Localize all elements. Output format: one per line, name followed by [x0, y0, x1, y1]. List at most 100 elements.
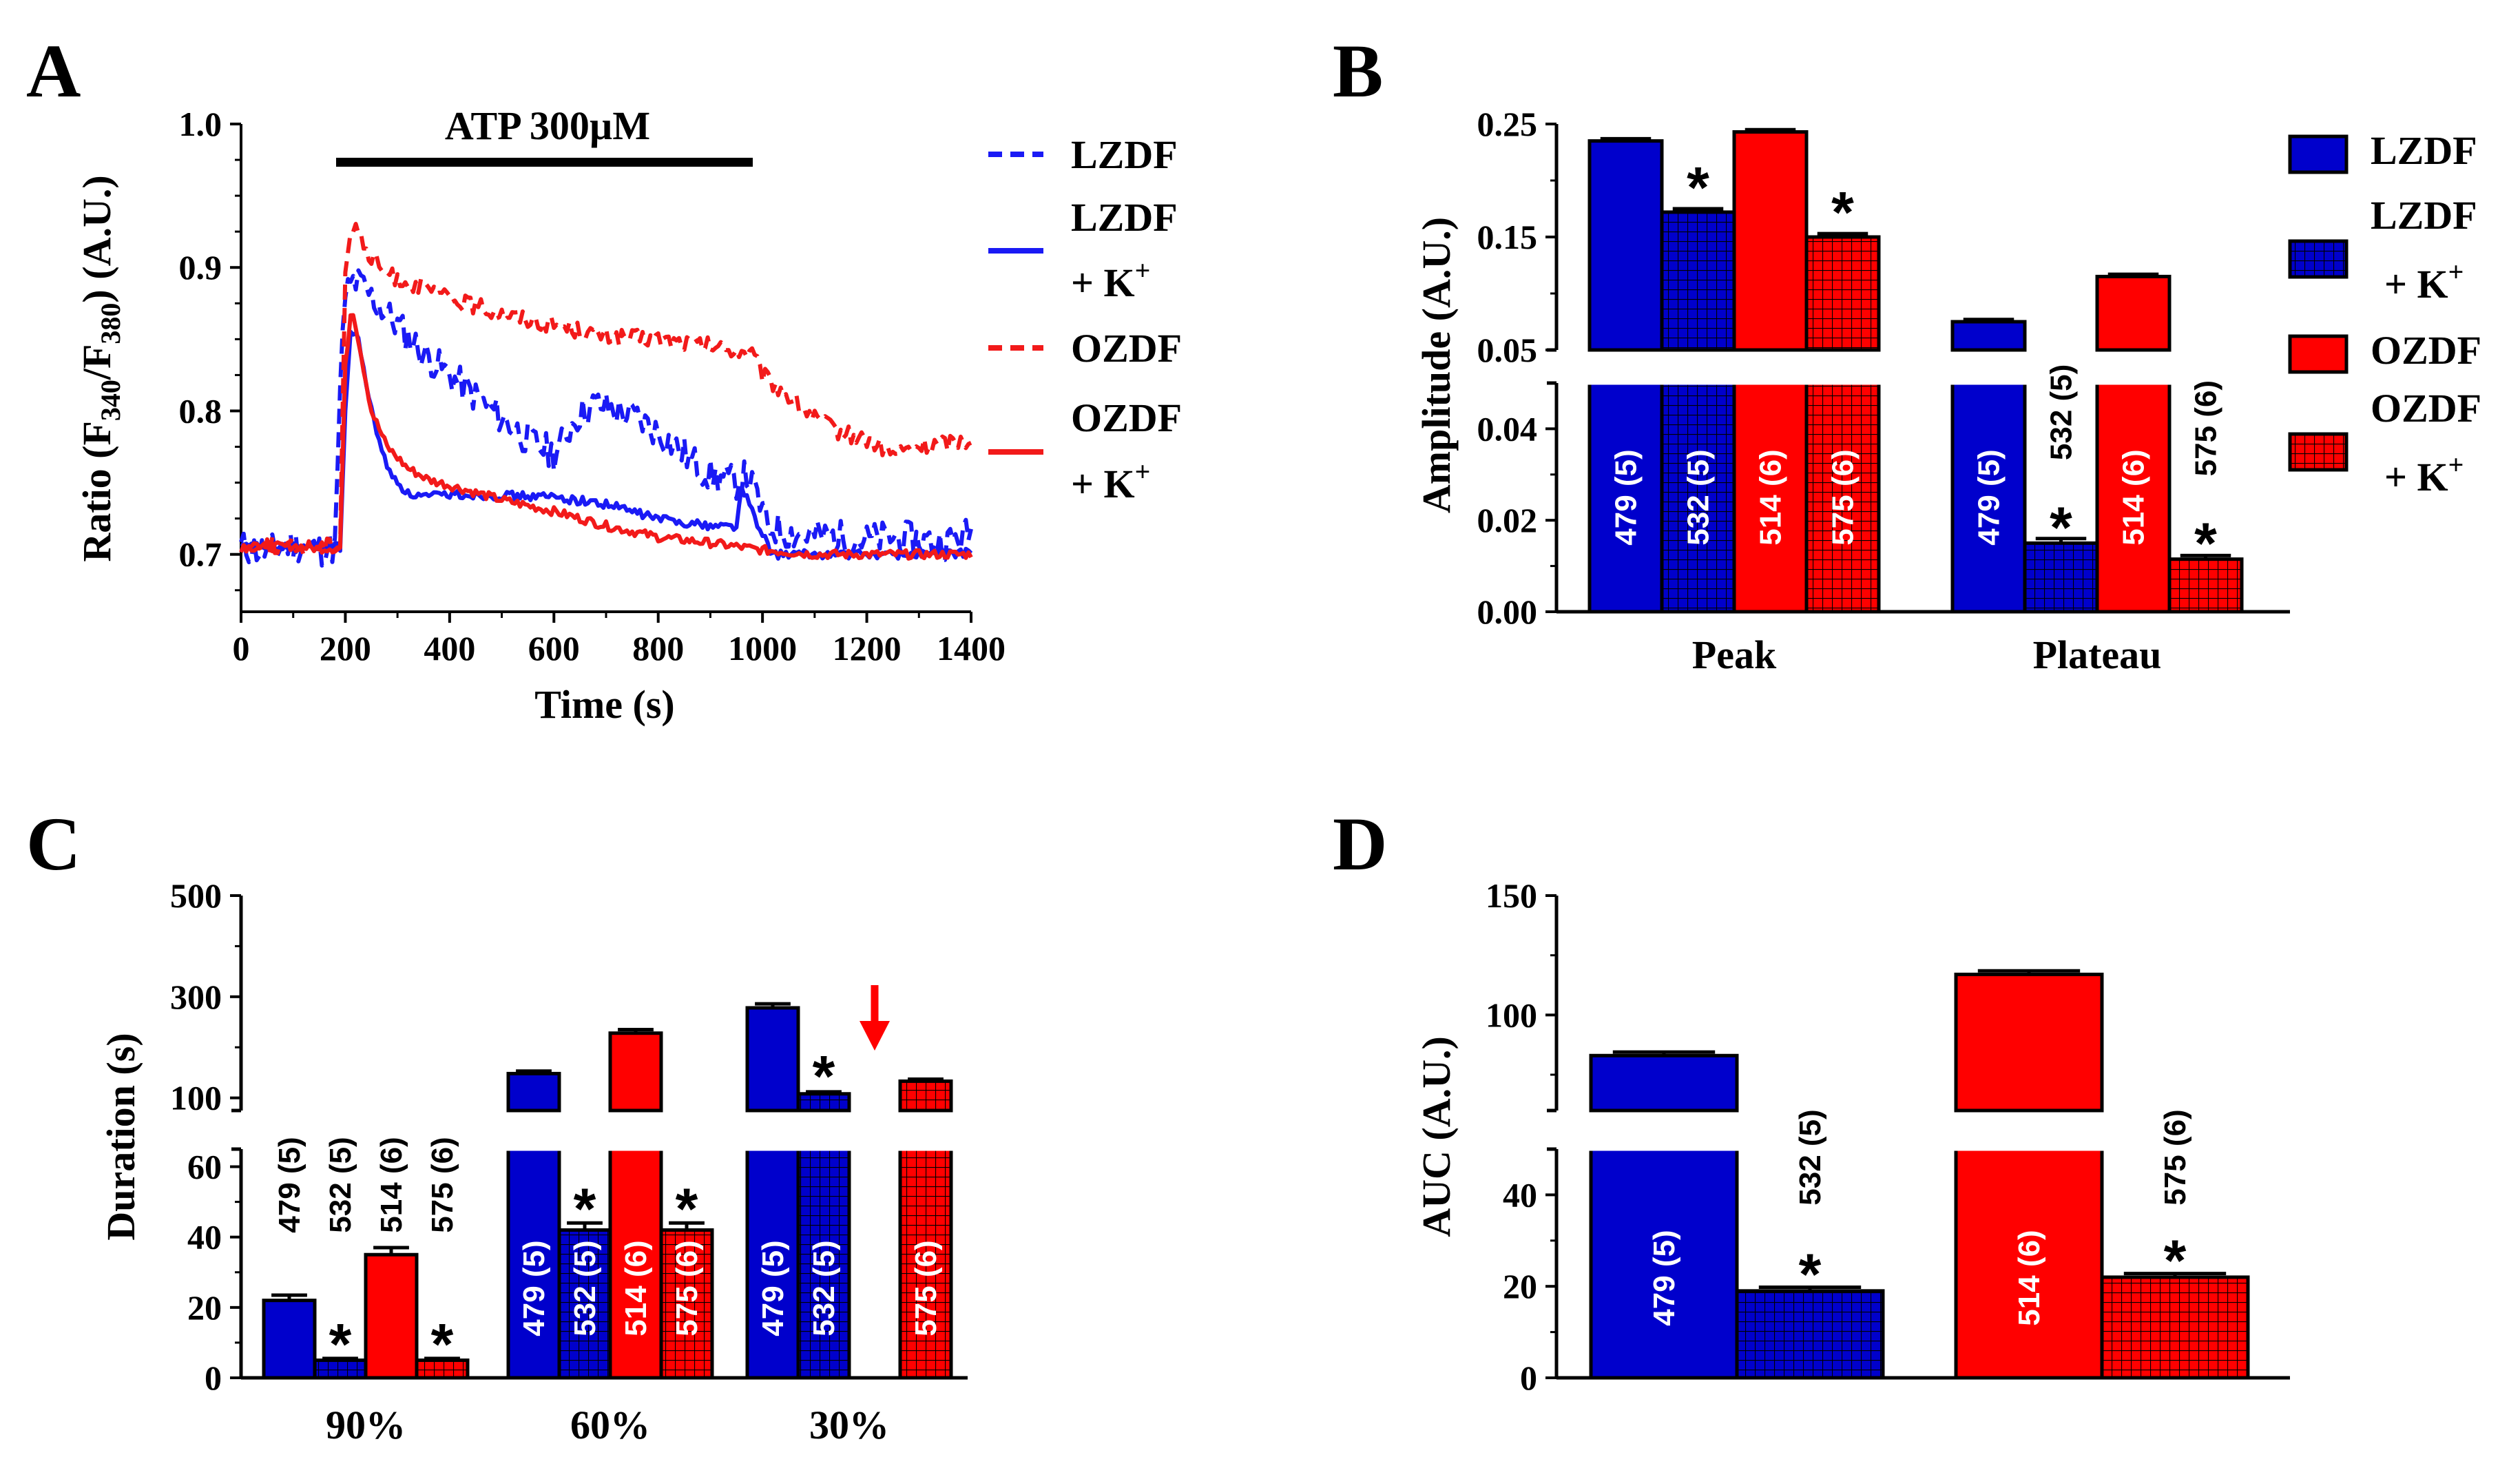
panel-c-ytick-label: 0 — [205, 1359, 222, 1397]
legend-swatch-ozdf_k — [2288, 432, 2349, 472]
panel-b-bar-plateau-lzdf — [1950, 381, 2027, 614]
panel-b-bar-plateau-lzdf-n: 479 (5) — [1972, 449, 2006, 545]
panel-c-bar-60pct-lzdf — [506, 1147, 561, 1380]
panel-b-bar-peak-ozdf_k-n: 575 (6) — [1826, 449, 1860, 545]
panel-b-bar-peak-lzdf-upper — [1587, 139, 1664, 352]
panel-b-xtick-label: Plateau — [2033, 632, 2162, 677]
panel-b-bar-plateau-ozdf-n: 514 (6) — [2117, 449, 2151, 545]
panel-a-ytick-label: 0.8 — [179, 391, 222, 430]
panel-c-xtick-label: 30% — [809, 1403, 889, 1447]
legend-swatch-lzdf — [2288, 134, 2349, 174]
panel-b-bar-peak-ozdf_k — [1804, 381, 1881, 614]
panel-a-ticks: 0 200 400 600 800 1000 1200 1400 0.7 0.8 0.9 1.0 — [179, 105, 1006, 668]
panel-letter-a: A — [26, 29, 81, 113]
panel-c-bar-30pct-lzdf_k — [796, 1147, 851, 1380]
panel-b-ytick-label: 0.05 — [1477, 331, 1538, 369]
panel-d-bar-ozdf_k-n: 575 (6) — [2158, 1109, 2192, 1205]
panel-c-bar-90pct-lzdf_k — [313, 1358, 368, 1380]
panel-b-bar-peak-ozdf_k-sig: * — [1831, 180, 1854, 245]
panel-d-bar-lzdf_k-n: 532 (5) — [1793, 1109, 1827, 1205]
ylabel-part-2: /F — [74, 344, 119, 381]
panel-a-legend: LZDF LZDF + K+ OZDF OZDF + K+ — [988, 132, 1182, 506]
panel-b-bar-peak-lzdf-n: 479 (5) — [1610, 449, 1643, 545]
panel-b-ylabel: Amplitude (A.U.) — [1414, 217, 1459, 513]
panel-c-bar-90pct-ozdf_k-sig: * — [431, 1312, 454, 1376]
ylabel-part-1: Ratio (F — [74, 421, 119, 562]
panel-c-bar-90pct-lzdf_k-sig: * — [329, 1312, 352, 1376]
panel-b-bar-peak-lzdf — [1587, 381, 1664, 614]
panel-c-bar-90pct-ozdf_k-n: 575 (6) — [426, 1137, 459, 1232]
panel-a-ytick-label: 1.0 — [179, 105, 222, 143]
panel-a-xtick-label: 0 — [233, 629, 250, 668]
panel-a-xtick-label: 1200 — [833, 629, 902, 668]
panel-b-ytick-label: 0.04 — [1477, 409, 1538, 448]
panel-b-ytick-label: 0.02 — [1477, 501, 1538, 539]
legend-a-ozdfk-label-1: OZDF — [1071, 395, 1182, 440]
panel-c-bar-90pct-ozdf_k — [415, 1358, 470, 1380]
legend-a-ozdf-label: OZDF — [1071, 326, 1182, 371]
panel-letter-c: C — [26, 802, 81, 886]
panel-b-bar-peak-ozdf-upper — [1732, 130, 1809, 352]
panel-b-bar-plateau-ozdf_k-n: 575 (6) — [2189, 380, 2223, 476]
panel-c-ytick-label: 40 — [187, 1218, 222, 1257]
panel-a-xtick-label: 400 — [424, 629, 475, 668]
panel-b-bar-peak-ozdf-n: 514 (6) — [1754, 449, 1788, 545]
panel-c-bar-30pct-lzdf_k-upper — [796, 1092, 851, 1113]
stimulus-bar — [336, 158, 753, 167]
panel-c-bar-30pct-lzdf-n: 479 (5) — [756, 1240, 790, 1336]
panel-b-bar-peak-lzdf_k-sig: * — [1687, 155, 1709, 220]
panel-a-xtick-label: 200 — [320, 629, 371, 668]
panel-d-ytick-label: 0 — [1520, 1359, 1537, 1397]
panel-a-xtick-label: 600 — [528, 629, 580, 668]
panel-c-bar-60pct-ozdf-upper — [608, 1031, 663, 1113]
main-legend: LZDF LZDF + K+ OZDF OZDF + K+ — [2288, 128, 2481, 499]
panel-c-bar-90pct-ozdf-n: 514 (6) — [375, 1137, 408, 1232]
ylabel-sub-380: 380 — [95, 303, 126, 344]
legend-swatch-lzdf_k — [2288, 239, 2349, 279]
legend-a-ozdfk-label-2: + K+ — [1071, 456, 1150, 506]
panel-d-ytick-label: 100 — [1486, 995, 1537, 1034]
stimulus-label: ATP 300µM — [445, 103, 650, 148]
panel-a-ytick-label: 0.7 — [179, 535, 222, 574]
panel-c-ytick-label: 20 — [187, 1288, 222, 1327]
panel-c-bar-90pct-lzdf_k-n: 532 (5) — [324, 1137, 357, 1232]
panel-d-bar-lzdf_k-sig: * — [1799, 1242, 1822, 1307]
legend-label-ozdf_k-1: OZDF — [2371, 386, 2481, 431]
panel-c-ytick-label: 500 — [170, 876, 222, 915]
panel-d-bar-ozdf_k — [2100, 1275, 2250, 1380]
panel-c-ylabel: Duration (s) — [98, 1033, 143, 1240]
panel-d-bar-lzdf_k — [1735, 1289, 1885, 1380]
panel-d-bar-lzdf-n: 479 (5) — [1647, 1230, 1681, 1325]
panel-c-bar-60pct-lzdf-upper — [506, 1071, 561, 1113]
panel-b-bar-plateau-lzdf_k-sig: * — [2050, 495, 2072, 559]
panel-a-axes — [240, 124, 971, 613]
panel-c-bar-90pct-lzdf-n: 479 (5) — [273, 1137, 306, 1232]
panel-c-bar-60pct-ozdf_k — [659, 1228, 714, 1380]
panel-c-ytick-label: 300 — [170, 978, 222, 1016]
legend-label-ozdf: OZDF — [2371, 328, 2481, 373]
panel-a-series-ozdf — [239, 222, 972, 557]
panel-a-ylabel: Ratio (F340/F380) (A.U.) — [74, 175, 126, 561]
panel-a-ytick-label: 0.9 — [179, 248, 222, 287]
ylabel-part-3: ) (A.U.) — [74, 175, 119, 302]
panel-d-ylabel: AUC (A.U.) — [1414, 1036, 1459, 1237]
panel-c-bar-60pct-ozdf — [608, 1147, 663, 1380]
panel-d-ytick-label: 40 — [1503, 1175, 1537, 1214]
legend-a-lzdf-label: LZDF — [1071, 132, 1178, 177]
panel-c-bar-chart: 0 20 40 60 100 300 500 Duration (s) 479 (5) 532 (… — [98, 876, 968, 1447]
panel-c-ytick-label: 100 — [170, 1079, 222, 1117]
panel-d-bar-ozdf-n: 514 (6) — [2012, 1230, 2046, 1325]
legend-label-ozdf_k-2: + K+ — [2384, 449, 2464, 499]
panel-c-bar-60pct-lzdf_k-n: 532 (5) — [568, 1240, 602, 1336]
panel-a-xtick-label: 1400 — [937, 629, 1006, 668]
panel-b-ytick-label: 0.15 — [1477, 218, 1538, 256]
panel-b-bar-plateau-lzdf_k-n: 532 (5) — [2045, 364, 2079, 460]
panel-a-xtick-label: 800 — [632, 629, 684, 668]
legend-swatch-ozdf — [2288, 334, 2349, 374]
legend-a-lzdfk-label-1: LZDF — [1071, 195, 1178, 240]
panel-d-bar-chart: 0 20 40 100 150 AUC (A.U.) 479 (5) 532 (5) * 514 … — [1414, 876, 2290, 1397]
panel-a-series-ozdf-k- — [240, 313, 973, 561]
panel-b-bar-peak-lzdf_k-upper — [1660, 210, 1736, 352]
panel-c-bar-90pct-ozdf — [364, 1252, 419, 1380]
